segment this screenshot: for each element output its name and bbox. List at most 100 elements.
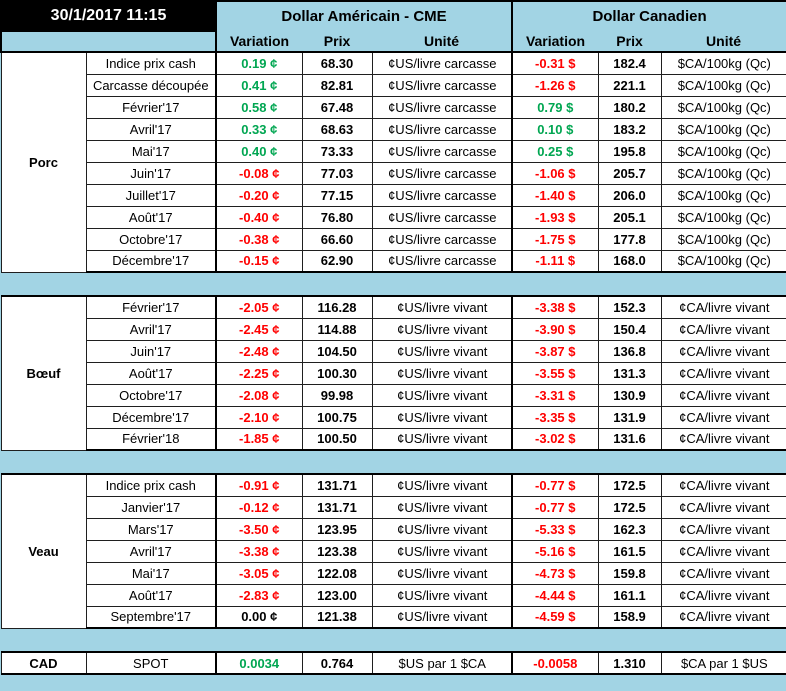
usd-price-cell: 131.71 [301, 495, 373, 519]
section-label: Veau [0, 473, 87, 629]
cad-price-cell: 182.4 [597, 51, 662, 75]
usd-price-cell: 114.88 [301, 317, 373, 341]
usd-variation-cell: -0.15 ¢ [215, 249, 303, 273]
cad-price-cell: 177.8 [597, 227, 662, 251]
cad-price-cell: 172.5 [597, 495, 662, 519]
table-row: Mars'17 -3.50 ¢ 123.95 ¢US/livre vivant -5.3… [1, 517, 786, 541]
usd-unit-cell: ¢US/livre vivant [371, 339, 513, 363]
usd-unit-cell: ¢US/livre vivant [371, 517, 513, 541]
cad-variation-cell: -0.77 $ [511, 473, 599, 497]
cad-variation-cell: -3.87 $ [511, 339, 599, 363]
cad-unit-cell: ¢CA/livre vivant [660, 583, 786, 607]
cad-variation-cell: -3.38 $ [511, 295, 599, 319]
cad-unit-cell: $CA/100kg (Qc) [660, 161, 786, 185]
usd-unit-cell: ¢US/livre vivant [371, 427, 513, 451]
row-label-cell: Octobre'17 [85, 227, 217, 251]
cad-price-cell: 168.0 [597, 249, 662, 273]
usd-price-cell: 99.98 [301, 383, 373, 407]
usd-price-cell: 100.75 [301, 405, 373, 429]
usd-unit-cell: ¢US/livre carcasse [371, 117, 513, 141]
usd-variation-cell: -0.08 ¢ [215, 161, 303, 185]
row-label-cell: Mars'17 [85, 517, 217, 541]
usd-variation-cell: 0.41 ¢ [215, 73, 303, 97]
cad-variation-cell: -1.26 $ [511, 73, 599, 97]
usd-variation-cell: 0.33 ¢ [215, 117, 303, 141]
usd-unit-cell: ¢US/livre vivant [371, 405, 513, 429]
cad-unit-cell: ¢CA/livre vivant [660, 495, 786, 519]
usd-variation-cell: -0.12 ¢ [215, 495, 303, 519]
cad-unit-cell: $CA/100kg (Qc) [660, 73, 786, 97]
cad-unit-cell: $CA par 1 $US [660, 651, 786, 675]
cad-unit-cell: $CA/100kg (Qc) [660, 205, 786, 229]
table-row: Août'17 -2.83 ¢ 123.00 ¢US/livre vivant -4.4… [1, 583, 786, 607]
table-row: Juin'17 -2.48 ¢ 104.50 ¢US/livre vivant -3.8… [1, 339, 786, 363]
usd-unit-cell: ¢US/livre carcasse [371, 51, 513, 75]
cad-variation-cell: 0.25 $ [511, 139, 599, 163]
row-label-cell: Juin'17 [85, 339, 217, 363]
row-label-cell: Avril'17 [85, 317, 217, 341]
cad-variation-cell: -1.40 $ [511, 183, 599, 207]
usd-unit-cell: ¢US/livre carcasse [371, 227, 513, 251]
row-label-cell: Juin'17 [85, 161, 217, 185]
usd-unit-cell: ¢US/livre vivant [371, 605, 513, 629]
usd-variation-cell: -0.91 ¢ [215, 473, 303, 497]
cad-unit-cell: $CA/100kg (Qc) [660, 227, 786, 251]
row-label-cell: Août'17 [85, 583, 217, 607]
row-label-cell: Août'17 [85, 361, 217, 385]
cad-price-cell: 131.6 [597, 427, 662, 451]
cad-variation-cell: -1.11 $ [511, 249, 599, 273]
row-label-cell: Indice prix cash [85, 473, 217, 497]
usd-prix-header: Prix [323, 33, 351, 49]
usd-unit-cell: ¢US/livre carcasse [371, 249, 513, 273]
cad-variation-cell: -4.73 $ [511, 561, 599, 585]
usd-unit-cell: ¢US/livre vivant [371, 495, 513, 519]
cad-variation-cell: -3.31 $ [511, 383, 599, 407]
cad-variation-cell: -0.0058 [511, 651, 599, 675]
usd-price-cell: 131.71 [301, 473, 373, 497]
cad-unit-cell: ¢CA/livre vivant [660, 539, 786, 563]
usd-variation-cell: -2.05 ¢ [215, 295, 303, 319]
usd-variation-cell: -3.50 ¢ [215, 517, 303, 541]
cad-price-cell: 159.8 [597, 561, 662, 585]
usd-price-cell: 76.80 [301, 205, 373, 229]
cad-price-cell: 158.9 [597, 605, 662, 629]
cad-variation-cell: 0.79 $ [511, 95, 599, 119]
usd-price-cell: 100.30 [301, 361, 373, 385]
cad-variation-cell: -3.35 $ [511, 405, 599, 429]
row-label-cell: Mai'17 [85, 561, 217, 585]
row-label-cell: Février'18 [85, 427, 217, 451]
cad-price-cell: 130.9 [597, 383, 662, 407]
usd-unit-cell: ¢US/livre vivant [371, 361, 513, 385]
table-row: CAD SPOT 0.0034 0.764 $US par 1 $CA -0.0058 1.… [0, 651, 786, 675]
cad-price-cell: 172.5 [597, 473, 662, 497]
header-row-groups: 30/1/2017 11:15 Dollar Américain - CME D… [0, 0, 786, 32]
cad-unit-cell: $CA/100kg (Qc) [660, 183, 786, 207]
usd-price-cell: 123.95 [301, 517, 373, 541]
cad-price-cell: 206.0 [597, 183, 662, 207]
usd-price-cell: 100.50 [301, 427, 373, 451]
usd-variation-cell: -0.40 ¢ [215, 205, 303, 229]
header-spacer [0, 31, 217, 52]
table-row: Juillet'17 -0.20 ¢ 77.15 ¢US/livre carcasse… [1, 183, 786, 207]
cad-unit-cell: ¢CA/livre vivant [660, 317, 786, 341]
datetime-cell: 30/1/2017 11:15 [0, 0, 218, 32]
price-table: 30/1/2017 11:15 Dollar Américain - CME D… [0, 0, 786, 675]
cad-variation-cell: -3.90 $ [511, 317, 599, 341]
cad-variation-cell: -1.06 $ [511, 161, 599, 185]
section-label: Porc [0, 51, 87, 273]
cad-variation-cell: -1.93 $ [511, 205, 599, 229]
cad-unit-cell: ¢CA/livre vivant [660, 339, 786, 363]
table-row: Janvier'17 -0.12 ¢ 131.71 ¢US/livre vivant -… [1, 495, 786, 519]
usd-unit-cell: ¢US/livre carcasse [371, 73, 513, 97]
cad-variation-cell: -5.16 $ [511, 539, 599, 563]
cad-price-cell: 161.1 [597, 583, 662, 607]
usd-price-cell: 67.48 [301, 95, 373, 119]
cad-unit-cell: ¢CA/livre vivant [660, 405, 786, 429]
table-row: Bœuf Février'17 -2.05 ¢ 116.28 ¢US/livre viv… [0, 295, 786, 451]
usd-variation-cell: 0.0034 [215, 651, 303, 675]
usd-unit-cell: ¢US/livre vivant [371, 539, 513, 563]
table-row: Septembre'17 0.00 ¢ 121.38 ¢US/livre vivant… [1, 605, 786, 629]
table-row: Février'17 0.58 ¢ 67.48 ¢US/livre carcasse 0… [1, 95, 786, 119]
separator-cell [1, 272, 786, 296]
usd-price-cell: 66.60 [301, 227, 373, 251]
